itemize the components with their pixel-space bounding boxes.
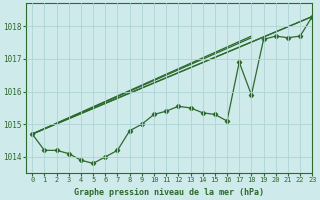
X-axis label: Graphe pression niveau de la mer (hPa): Graphe pression niveau de la mer (hPa) (74, 188, 264, 197)
